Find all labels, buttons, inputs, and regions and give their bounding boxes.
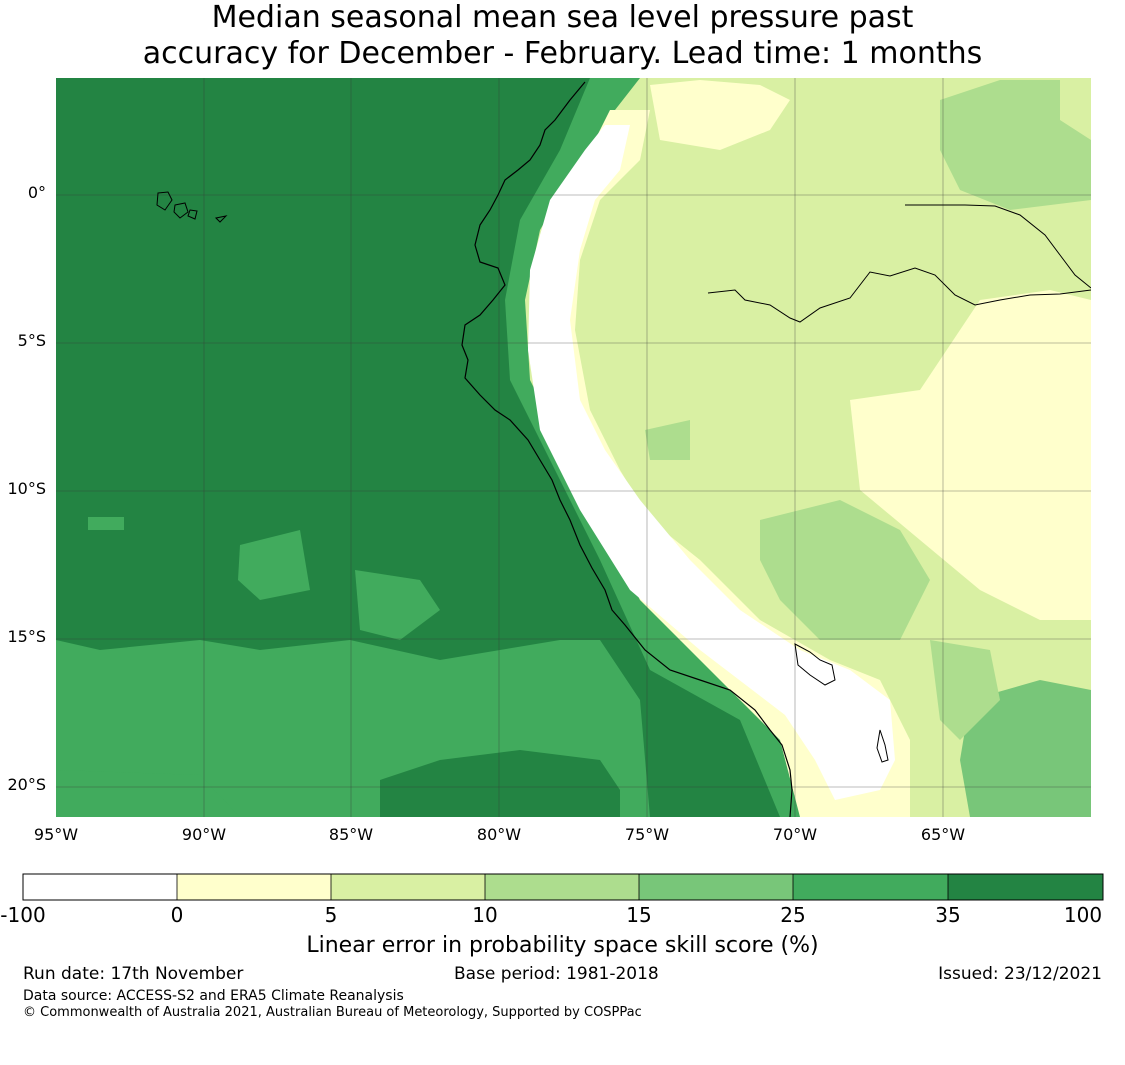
galapagos-islands [156,191,228,223]
colorbar-swatch-3 [331,874,485,900]
colorbar-dividers [176,874,949,900]
lon-label-90w: 90°W [181,825,227,844]
ocean-patch-sw [56,770,240,817]
land-patch-mid [645,420,690,460]
coastal-gradient-band [505,78,840,817]
colorbar-tick-0: 0 [170,903,184,927]
lat-label-5s: 5°S [17,331,46,350]
ocean-patch-center-2 [355,570,440,640]
river-north [905,204,1091,289]
lon-label-70w: 70°W [772,825,818,844]
ocean-patch-south [380,750,620,817]
colorbar-swatch-6 [793,874,948,900]
colorbar-swatch-5 [639,874,793,900]
land-patch-north [650,80,790,150]
colorbar-swatch-4 [485,874,639,900]
copyright: © Commonwealth of Australia 2021, Austra… [23,1005,642,1020]
colorbar-tick-25: 25 [780,903,806,927]
land-patch-ne [940,80,1091,210]
lat-label-10s: 10°S [7,479,46,498]
land-patch-se [960,680,1091,817]
lake-poopo [876,729,889,763]
lat-label-20s: 20°S [7,775,46,794]
colorbar-swatch-7 [948,874,1103,900]
colorbar-tick-35: 35 [935,903,961,927]
colorbar-swatch-2 [177,874,331,900]
map-area [56,78,1091,817]
lake-titicaca [794,643,836,686]
colorbar-tick-15: 15 [626,903,652,927]
lon-label-95w: 95°W [33,825,79,844]
gridlines [56,78,1091,817]
land-patch-se-2 [930,640,1000,740]
colorbar-tick-10: 10 [472,903,498,927]
colorbar-tick-minus100: -100 [0,903,46,927]
lon-label-75w: 75°W [624,825,670,844]
data-source: Data source: ACCESS-S2 and ERA5 Climate … [23,988,404,1004]
base-period: Base period: 1981-2018 [454,964,659,984]
coastline [461,81,793,817]
land-region [525,78,1091,817]
land-patch-south [760,500,930,640]
run-date: Run date: 17th November [23,964,244,984]
title-line-2: accuracy for December - February. Lead t… [142,36,983,71]
lat-label-15s: 15°S [7,627,46,646]
lon-label-80w: 80°W [476,825,522,844]
chart-title: Median seasonal mean sea level pressure … [0,0,1125,72]
lon-label-65w: 65°W [920,825,966,844]
lat-label-0: 0° [27,183,46,202]
colorbar-tick-5: 5 [324,903,338,927]
title-line-1: Median seasonal mean sea level pressure … [211,0,914,35]
colorbar-tick-100: 100 [1063,903,1103,927]
lon-label-85w: 85°W [328,825,374,844]
river [707,267,1091,323]
colorbar-frame [22,873,1104,901]
colorbar-swatch-1 [23,874,177,900]
land-patch-east [850,290,1091,620]
colorbar-label: Linear error in probability space skill … [306,933,819,958]
issued-date: Issued: 23/12/2021 [938,964,1102,984]
coastal-negative-skill-zone [528,125,895,800]
ocean-patch-west [88,517,124,530]
ocean-patch-center [238,530,310,600]
